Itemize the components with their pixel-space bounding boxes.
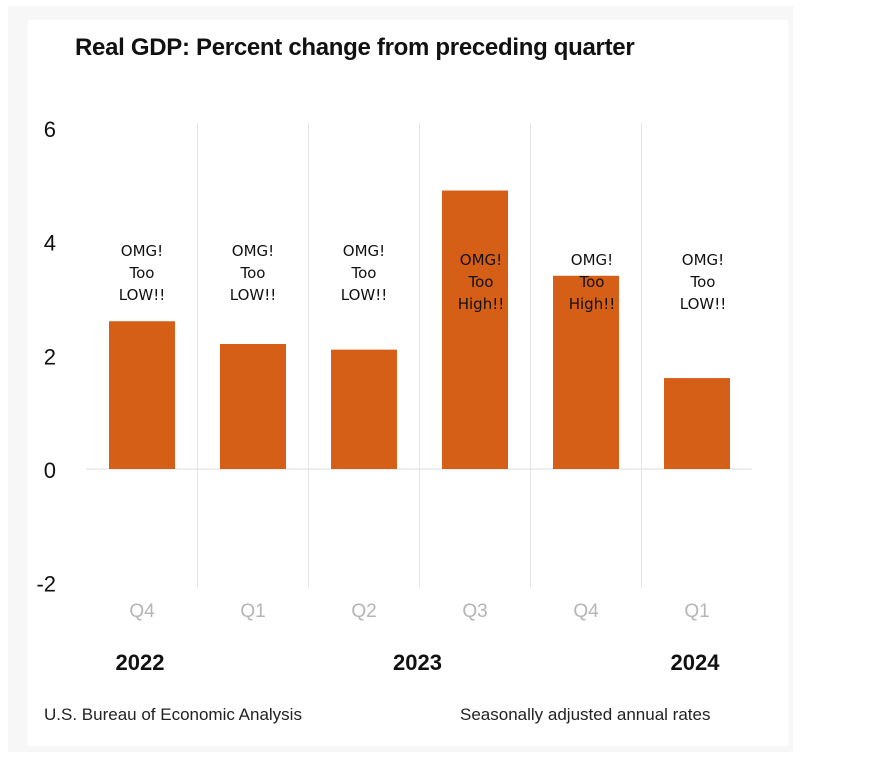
bar-annotation: Too	[351, 264, 377, 282]
bar-annotation: LOW!!	[680, 295, 727, 313]
bar-annotation: Too	[579, 273, 605, 291]
bar-annotation: High!!	[458, 295, 505, 313]
bar-annotation: OMG!	[232, 242, 274, 260]
year-label: 2024	[671, 650, 721, 675]
bar-annotation: Too	[468, 273, 494, 291]
x-tick-label: Q1	[684, 601, 709, 622]
bar-annotation: LOW!!	[119, 286, 166, 304]
bar-annotation: LOW!!	[230, 286, 277, 304]
bar-annotation: Too	[129, 264, 155, 282]
bar	[220, 343, 286, 469]
bar	[664, 378, 730, 469]
bar	[331, 349, 397, 469]
bar-annotation: LOW!!	[341, 286, 388, 304]
bar-annotation: OMG!	[571, 251, 613, 269]
y-tick-label: -2	[36, 572, 56, 597]
bar	[553, 275, 619, 469]
bar-annotation: OMG!	[682, 251, 724, 269]
bar	[109, 321, 175, 469]
y-tick-label: 2	[44, 344, 56, 369]
year-label: 2023	[393, 650, 442, 675]
year-label: 2022	[116, 650, 165, 675]
x-tick-label: Q1	[240, 601, 265, 622]
chart-title: Real GDP: Percent change from preceding …	[75, 34, 635, 61]
bar	[442, 190, 508, 469]
y-tick-label: 6	[44, 117, 56, 142]
y-tick-label: 0	[44, 458, 56, 483]
x-tick-label: Q4	[129, 601, 155, 622]
bar-annotation: OMG!	[343, 242, 385, 260]
bar-annotation: High!!	[569, 295, 616, 313]
bar-annotation: OMG!	[121, 242, 163, 260]
bar-annotation: OMG!	[460, 251, 502, 269]
source-label: U.S. Bureau of Economic Analysis	[44, 705, 302, 724]
bar-annotation: Too	[690, 273, 716, 291]
x-tick-label: Q2	[351, 601, 376, 622]
x-tick-label: Q3	[462, 601, 487, 622]
note-label: Seasonally adjusted annual rates	[460, 705, 711, 724]
bar-annotation: Too	[240, 264, 266, 282]
y-tick-label: 4	[44, 231, 56, 256]
x-tick-label: Q4	[573, 601, 599, 622]
